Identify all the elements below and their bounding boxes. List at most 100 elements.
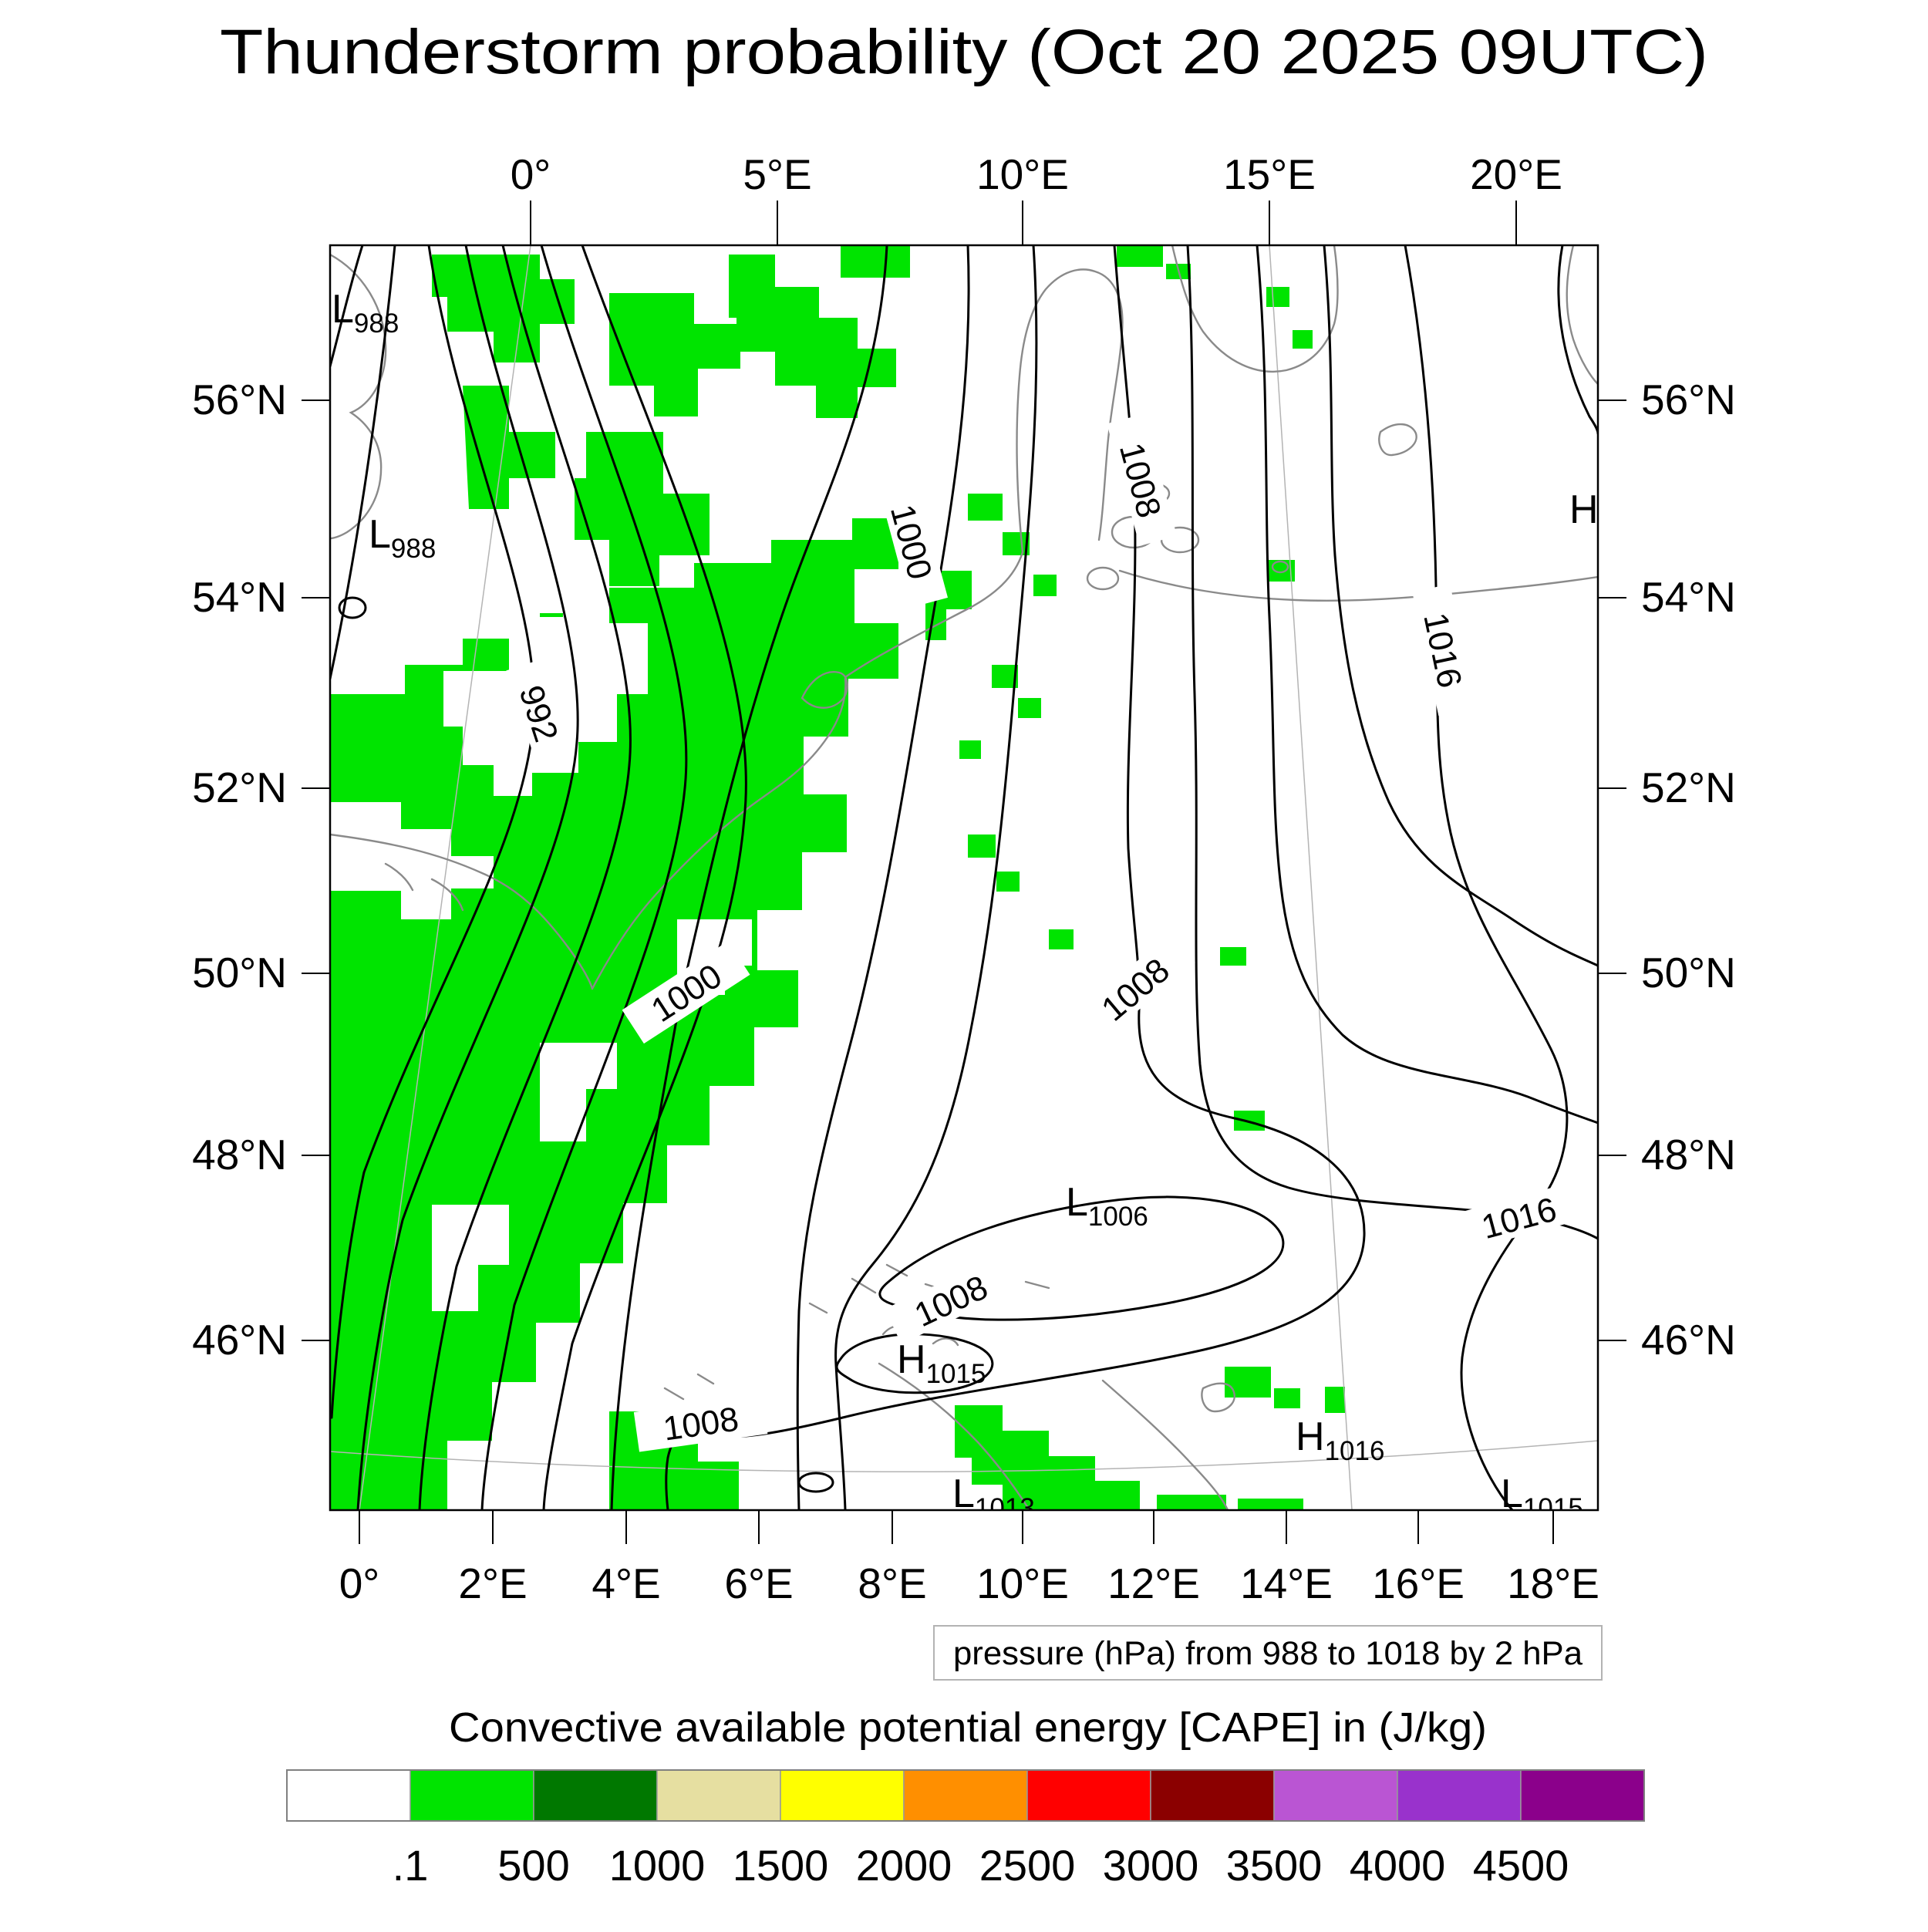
contour-label: 1016 — [1478, 1190, 1560, 1246]
center-letter: L — [369, 512, 391, 557]
cape-patch — [1293, 330, 1313, 349]
coast-german-bight — [844, 551, 1024, 679]
cape-patch — [1238, 1499, 1303, 1510]
left-axis-label: 46°N — [192, 1316, 287, 1364]
cape-patch — [1117, 245, 1163, 267]
coast-jutland — [1016, 268, 1124, 554]
colorbar-swatch — [903, 1769, 1028, 1822]
top-axis-label: 10°E — [976, 150, 1069, 198]
cape-patch — [955, 1405, 1140, 1510]
colorbar-swatch — [780, 1769, 905, 1822]
colorbar-tick: 4500 — [1473, 1841, 1569, 1890]
map-frame — [329, 244, 1599, 1512]
colorbar-swatch — [656, 1769, 781, 1822]
coast-channel-france — [330, 833, 594, 990]
colorbar-tick: 2500 — [979, 1841, 1076, 1890]
left-axis: 56°N 54°N 52°N 50°N 48°N 46°N — [192, 376, 330, 1364]
colorbar-tick: 3500 — [1226, 1841, 1323, 1890]
coast-sweden — [1171, 245, 1339, 373]
graticule — [330, 245, 1598, 1510]
colorbar-tick: 4000 — [1350, 1841, 1446, 1890]
bottom-axis-label: 18°E — [1507, 1559, 1599, 1607]
cape-patch — [1274, 1388, 1300, 1408]
left-axis-label: 50°N — [192, 949, 287, 996]
coast-ijsselmeer — [801, 671, 848, 709]
coast-adriatic-west — [878, 1362, 1031, 1510]
pressure-caption-text: pressure (hPa) from 988 to 1018 by 2 hPa — [953, 1635, 1583, 1672]
colorbar-tick: 2000 — [856, 1841, 952, 1890]
cape-hole — [540, 1043, 617, 1141]
contour-label-bg — [885, 1255, 1016, 1344]
colorbar-swatch — [1273, 1769, 1398, 1822]
cape-patch — [609, 293, 740, 416]
high-center: H1015 — [897, 1337, 986, 1389]
cape-patch — [1266, 287, 1289, 307]
contour-label-bg — [622, 941, 750, 1044]
left-axis-ticks — [302, 400, 330, 1341]
coast-south-baltic — [1118, 569, 1598, 602]
bottom-axis-label: 14°E — [1240, 1559, 1333, 1607]
isobar-1012 — [1256, 245, 1598, 1124]
cape-patch — [729, 255, 896, 418]
low-center: L1013 — [952, 1472, 1035, 1523]
colorbar-tick: 500 — [497, 1841, 569, 1890]
low-center: L988 — [332, 287, 399, 339]
bottom-axis-label: 10°E — [976, 1559, 1069, 1607]
cape-patch — [1157, 1495, 1226, 1510]
contour-label-bg — [1074, 932, 1195, 1044]
bottom-axis-label: 2°E — [458, 1559, 527, 1607]
contour-label-bg — [1452, 1182, 1585, 1252]
bottom-axis-label: 16°E — [1372, 1559, 1465, 1607]
top-axis-label: 5°E — [743, 150, 811, 198]
center-letter: L — [1066, 1180, 1088, 1225]
isobar-992 — [330, 245, 536, 1419]
center-letter: L — [332, 287, 354, 332]
bottom-axis-ticks — [359, 1510, 1554, 1544]
cape-patch — [1018, 698, 1041, 718]
colorbar-swatch — [286, 1769, 411, 1822]
isobar-1004 — [834, 245, 1038, 1510]
contour-label-bg — [633, 1394, 768, 1452]
colorbar-tick: 1500 — [733, 1841, 829, 1890]
isobar-1002 — [796, 245, 970, 1510]
bottom-axis-label: 4°E — [592, 1559, 660, 1607]
right-axis-ticks — [1598, 400, 1626, 1341]
coast-adriatic-east — [1101, 1379, 1229, 1510]
cape-hole — [330, 802, 494, 919]
colorbar-tick: 3000 — [1103, 1841, 1199, 1890]
cape-patch — [1225, 1367, 1271, 1398]
left-axis-label: 54°N — [192, 573, 287, 621]
center-letter: H — [1296, 1414, 1325, 1459]
contour-label-bg — [1107, 413, 1177, 546]
colorbar-swatch — [1397, 1769, 1522, 1822]
center-value: 988 — [391, 534, 436, 564]
center-letter: L — [952, 1472, 975, 1516]
isobar-1018 — [1557, 245, 1598, 435]
pressure-centers: L988 L988 L1006 H1015 H1016 L1013 L1015 … — [332, 287, 1598, 1523]
high-center: H1016 — [1296, 1414, 1384, 1466]
cape-patch — [968, 494, 1003, 521]
center-value: 1013 — [975, 1493, 1035, 1523]
colorbar-tick: 1000 — [609, 1841, 706, 1890]
right-axis-label: 52°N — [1641, 764, 1736, 811]
parallel-45N — [330, 1440, 1598, 1473]
bottom-axis-label: 6°E — [724, 1559, 793, 1607]
center-letter: L — [1501, 1472, 1523, 1516]
cape-patch — [432, 255, 575, 362]
cape-patch — [968, 835, 996, 858]
coast-danish-isle — [1086, 566, 1120, 591]
isobar-998b — [542, 245, 747, 1510]
colorbar-swatch — [410, 1769, 534, 1822]
left-axis-label: 48°N — [192, 1131, 287, 1178]
isobar-998 — [480, 245, 688, 1510]
cape-patch — [841, 245, 910, 278]
meridian-0E — [359, 245, 531, 1510]
isobar-1014 — [1323, 245, 1598, 967]
pressure-caption: pressure (hPa) from 988 to 1018 by 2 hPa — [933, 1625, 1603, 1681]
right-axis-label: 54°N — [1641, 573, 1736, 621]
coast-britain — [330, 253, 387, 540]
coast-istria — [1201, 1382, 1235, 1413]
isobar-1010 — [1186, 245, 1598, 1240]
cape-patch — [959, 740, 981, 759]
